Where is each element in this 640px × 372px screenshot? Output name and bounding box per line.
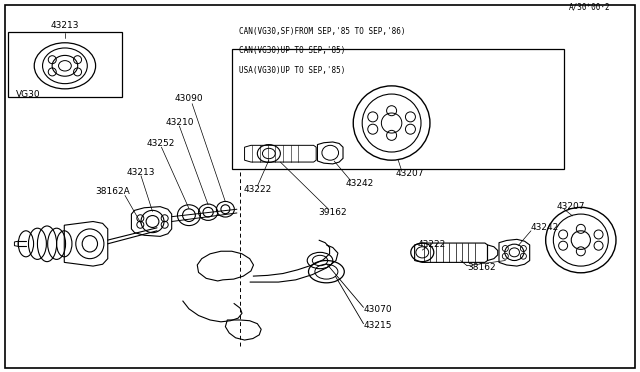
Text: 43213: 43213: [127, 167, 156, 177]
Text: 39162: 39162: [319, 208, 348, 217]
Text: 43090: 43090: [174, 94, 203, 103]
Text: 43242: 43242: [346, 179, 374, 188]
Text: USA(VG30)UP TO SEP,'85): USA(VG30)UP TO SEP,'85): [239, 66, 345, 75]
Text: 38162: 38162: [467, 263, 495, 272]
Text: 43207: 43207: [396, 169, 424, 179]
Bar: [8, 32, 122, 97]
Text: 43210: 43210: [165, 118, 194, 127]
Text: 38162A: 38162A: [95, 187, 130, 196]
Text: VG30: VG30: [16, 90, 40, 99]
Text: 43207: 43207: [557, 202, 585, 211]
Text: 43070: 43070: [364, 305, 392, 314]
Text: A/30*00·2: A/30*00·2: [569, 3, 611, 12]
Text: 43215: 43215: [364, 321, 392, 330]
Text: CAN(VG30)UP TO SEP,'85): CAN(VG30)UP TO SEP,'85): [239, 46, 345, 55]
Bar: [232, 49, 564, 170]
Text: 43222: 43222: [417, 240, 445, 249]
Text: 43213: 43213: [51, 21, 79, 30]
Text: 43252: 43252: [146, 139, 175, 148]
Text: CAN(VG30,SF)FROM SEP,'85 TO SEP,'86): CAN(VG30,SF)FROM SEP,'85 TO SEP,'86): [239, 27, 405, 36]
Text: 43222: 43222: [243, 185, 271, 194]
Text: 43242: 43242: [531, 223, 559, 232]
